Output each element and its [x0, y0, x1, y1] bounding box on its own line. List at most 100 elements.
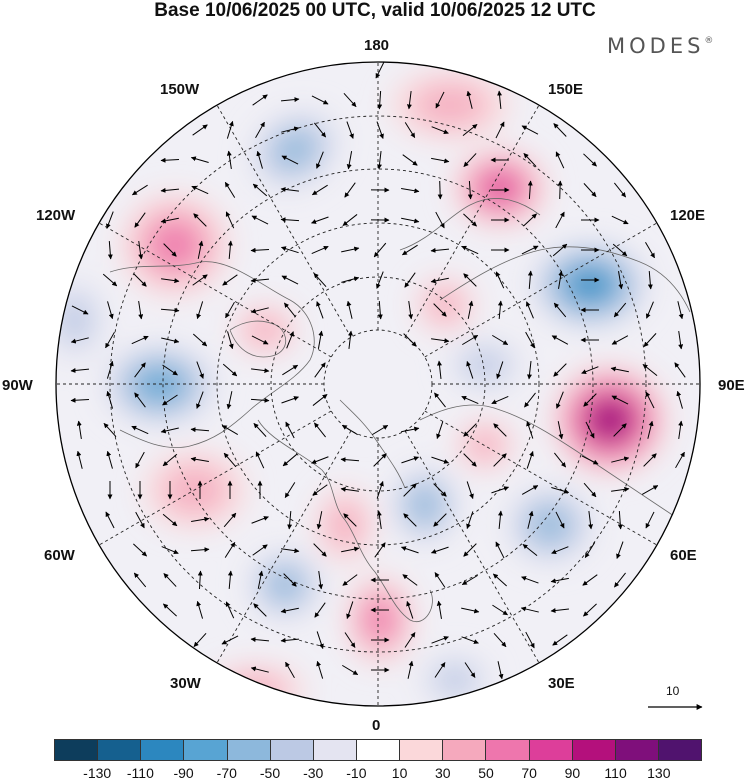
- anomaly-center-a18: [433, 664, 477, 696]
- wind-vector: [376, 121, 384, 139]
- wind-vector: [251, 215, 269, 225]
- wind-vector: [584, 542, 596, 559]
- meridian-line: [91, 410, 332, 550]
- wind-vector: [495, 541, 505, 559]
- wind-vector: [348, 330, 354, 349]
- wind-vector: [343, 513, 357, 527]
- coastline: [399, 198, 541, 251]
- wind-vector: [555, 511, 565, 529]
- wind-vector: [316, 631, 324, 650]
- wind-vector: [312, 484, 328, 496]
- wind-vector: [192, 124, 208, 136]
- wind-vector: [281, 396, 299, 404]
- wind-vector: [255, 121, 265, 139]
- coastline: [439, 246, 691, 313]
- wind-vector: [402, 574, 418, 586]
- wind-vector: [227, 240, 233, 260]
- brand-name: MODES: [607, 34, 705, 58]
- wind-vector: [492, 573, 507, 587]
- wind-vector: [372, 424, 389, 436]
- wind-vector: [193, 213, 207, 227]
- wind-vector: [133, 273, 147, 287]
- wind-vector: [376, 480, 384, 499]
- wind-vector: [105, 331, 115, 349]
- lon-label-60e: 60E: [670, 547, 697, 564]
- colorbar-tick-label: -30: [303, 765, 324, 781]
- wind-vector: [436, 421, 444, 440]
- wind-vector: [526, 420, 534, 439]
- anomaly-center-a5: [595, 406, 625, 434]
- wind-vector: [190, 156, 209, 164]
- anomaly-center-a15: [245, 314, 285, 346]
- wind-vector: [557, 421, 564, 440]
- wind-vector: [553, 452, 567, 468]
- wind-vector: [463, 453, 477, 467]
- wind-vector: [497, 300, 503, 320]
- colorbar-swatch: [270, 739, 314, 761]
- wind-vector: [341, 276, 360, 283]
- latitude-circle-50: [162, 168, 594, 600]
- wind-vector: [106, 211, 114, 229]
- wind-vector: [551, 546, 569, 554]
- wind-vector: [190, 547, 210, 553]
- wind-vector: [191, 185, 209, 195]
- wind-vector: [373, 453, 387, 467]
- latitude-circle-70: [270, 276, 486, 492]
- wind-vector: [311, 184, 328, 196]
- wind-vector: [161, 337, 180, 344]
- wind-vector: [196, 391, 204, 409]
- coastline: [339, 399, 406, 489]
- colorbar-tick-label: 90: [564, 765, 581, 781]
- wind-vector: [252, 544, 268, 556]
- wind-vector: [196, 361, 204, 379]
- wind-vector: [495, 271, 505, 289]
- wind-vector: [643, 453, 657, 467]
- wind-vector: [316, 660, 324, 679]
- wind-vector: [521, 485, 539, 495]
- colorbar-swatch: [54, 739, 99, 761]
- wind-vector: [583, 482, 597, 498]
- wind-vector: [163, 603, 177, 617]
- wind-vector: [431, 456, 450, 464]
- wind-vector: [521, 576, 539, 584]
- wind-vector: [437, 180, 443, 200]
- wind-vector: [462, 123, 478, 137]
- wind-vector: [70, 337, 89, 344]
- colorbar-tick-label: -10: [346, 765, 367, 781]
- wind-vector: [431, 126, 449, 134]
- wind-vector: [613, 423, 627, 437]
- wind-vector: [285, 661, 295, 679]
- wind-vector: [401, 456, 420, 464]
- wind-vector: [611, 486, 630, 492]
- wind-vector: [523, 153, 537, 167]
- wind-vector: [191, 516, 210, 522]
- wind-vector: [283, 573, 297, 587]
- wind-vector: [346, 300, 353, 319]
- wind-vector: [408, 301, 414, 320]
- wind-vector: [346, 601, 354, 620]
- wind-vector: [431, 338, 450, 344]
- coastline: [229, 320, 286, 358]
- wind-vector: [583, 153, 597, 167]
- wind-vector: [251, 368, 270, 374]
- wind-vector: [495, 121, 505, 139]
- anomaly-center-a9: [409, 487, 441, 523]
- colorbar-tick-label: -50: [259, 765, 281, 781]
- wind-vector: [225, 301, 235, 319]
- colorbar-swatch: [184, 739, 228, 761]
- wind-vector: [160, 157, 180, 163]
- wind-vector: [461, 395, 479, 405]
- wind-vector: [581, 455, 599, 465]
- colorbar-swatch: [572, 739, 616, 761]
- wind-vector: [227, 331, 234, 350]
- wind-vector: [464, 662, 476, 678]
- colorbar-swatch: [658, 739, 703, 761]
- wind-vector: [551, 487, 570, 494]
- wind-vector: [404, 122, 416, 139]
- wind-vector: [463, 423, 477, 437]
- colorbar-swatch: [313, 739, 357, 761]
- wind-vector: [401, 188, 420, 194]
- wind-vector: [281, 548, 300, 554]
- wind-vector: [225, 211, 235, 229]
- wind-vector: [437, 360, 442, 380]
